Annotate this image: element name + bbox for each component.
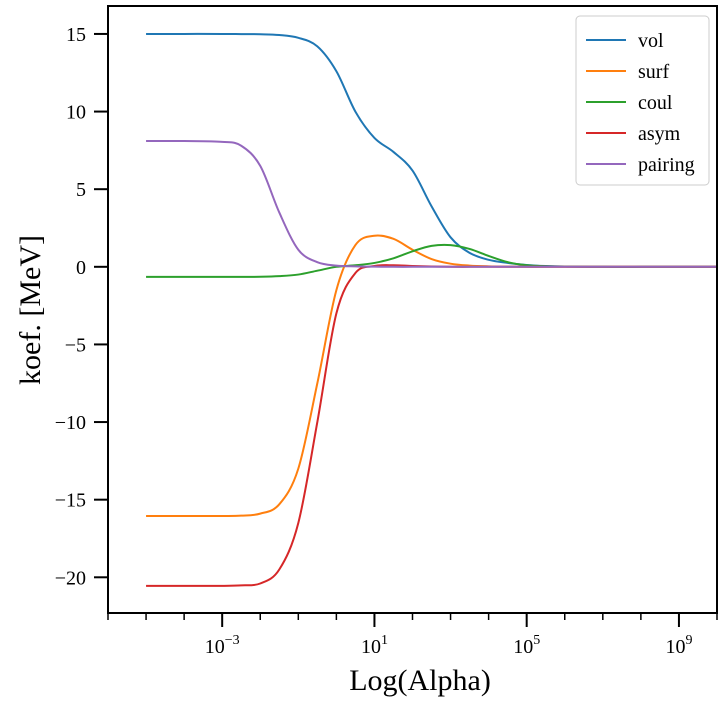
legend-label-coul: coul [638,92,673,114]
x-axis-label: Log(Alpha) [349,664,491,697]
y-axis-label: koef. [MeV] [14,235,47,385]
y-axis: 15 10 5 0 −5 −10 −15 −20 [55,24,108,589]
y-tick-label: −20 [55,567,86,589]
legend-label-pairing: pairing [638,154,695,176]
y-tick-label: 0 [76,257,86,279]
x-tick-label: 101 [361,633,388,658]
y-tick-label: −5 [65,334,86,356]
series-line-coul [146,243,717,278]
series-lines [146,32,717,587]
y-tick-label: 15 [66,24,86,46]
legend-label-vol: vol [638,30,664,52]
series-line-asym [146,264,717,587]
x-axis: 10−3 101 105 109 [107,613,718,658]
x-tick-label: 10−3 [205,633,240,658]
y-tick-label: −15 [55,490,86,512]
legend-label-surf: surf [638,61,669,83]
y-tick-label: 5 [76,179,86,201]
legend-label-asym: asym [638,123,681,145]
series-line-pairing [146,140,717,268]
x-tick-label: 109 [665,633,692,658]
y-tick-label: 10 [66,102,86,124]
legend-box [575,15,710,186]
y-tick-label: −10 [55,412,86,434]
legend: vol surf coul asym pairing [575,15,710,186]
x-tick-label: 105 [513,633,540,658]
